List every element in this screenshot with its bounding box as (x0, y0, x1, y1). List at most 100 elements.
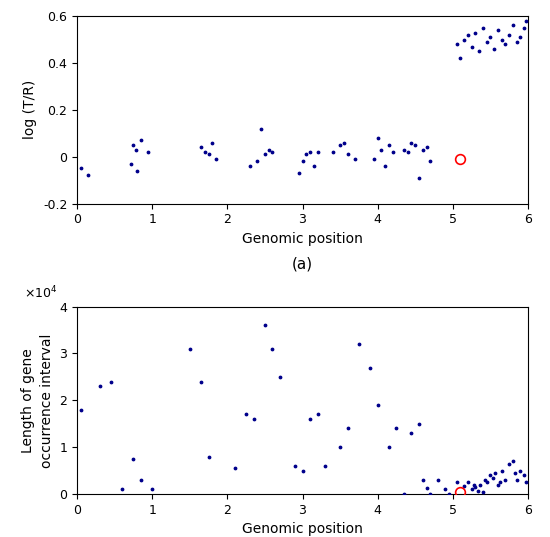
Point (419, 476, 427, 484)
Point (490, 45, 498, 53)
Point (249, 415, 258, 423)
Point (488, 473, 497, 482)
Point (343, 424, 352, 433)
X-axis label: Genomic position: Genomic position (242, 523, 363, 536)
Point (136, 136, 145, 144)
Point (407, 429, 416, 438)
Point (95, 382, 104, 390)
Point (328, 148, 337, 156)
Point (486, 471, 495, 480)
Text: $\times10^4$: $\times10^4$ (24, 285, 58, 301)
Point (433, 476, 442, 484)
Point (76, 405, 85, 414)
Point (294, 169, 303, 177)
Point (126, 159, 135, 168)
Point (486, 33, 495, 41)
Point (208, 139, 217, 147)
Point (381, 162, 389, 170)
Point (407, 139, 416, 147)
Point (516, 466, 525, 475)
Point (257, 124, 266, 133)
Point (377, 146, 386, 154)
Point (422, 143, 431, 151)
Point (452, 478, 461, 487)
Point (478, 488, 487, 496)
Point (129, 455, 138, 463)
Point (470, 481, 478, 489)
Point (460, 35, 469, 44)
Point (245, 162, 254, 170)
Point (493, 26, 502, 34)
Point (411, 141, 420, 149)
Point (313, 148, 322, 156)
Point (498, 466, 507, 475)
Point (321, 462, 329, 470)
Point (253, 157, 262, 165)
Point (522, 478, 531, 487)
Point (298, 466, 307, 475)
Point (204, 150, 213, 158)
Point (403, 148, 412, 156)
Point (339, 139, 348, 147)
X-axis label: Genomic position: Genomic position (242, 232, 363, 246)
Point (354, 340, 363, 349)
Point (276, 373, 284, 381)
Point (230, 464, 239, 473)
Point (373, 134, 382, 142)
Point (290, 462, 299, 470)
Point (464, 31, 472, 39)
Point (133, 166, 141, 175)
Point (144, 148, 153, 156)
Point (520, 471, 529, 480)
Point (136, 476, 145, 484)
Point (511, 469, 520, 477)
Point (444, 490, 453, 498)
Point (399, 146, 408, 154)
Y-axis label: Length of gene
occurrence interval: Length of gene occurrence interval (21, 333, 54, 468)
Point (107, 378, 116, 386)
Point (306, 148, 315, 156)
Point (336, 141, 344, 149)
Point (419, 146, 427, 154)
Point (384, 443, 393, 452)
Point (441, 485, 450, 494)
Point (388, 148, 397, 156)
Point (505, 31, 514, 39)
Point (493, 481, 502, 489)
Point (373, 401, 382, 409)
Point (513, 38, 521, 46)
Point (522, 17, 531, 25)
Point (460, 481, 469, 490)
Point (204, 452, 213, 461)
Text: (a): (a) (292, 256, 313, 271)
Point (473, 487, 482, 496)
Point (197, 143, 206, 151)
Point (384, 141, 393, 149)
Point (501, 476, 510, 484)
Point (309, 162, 318, 170)
Point (336, 443, 344, 452)
Point (464, 478, 472, 487)
Point (313, 410, 322, 419)
Point (351, 155, 360, 163)
Point (415, 419, 424, 428)
Point (501, 40, 510, 48)
Point (129, 141, 138, 149)
Point (505, 459, 514, 468)
Point (185, 345, 194, 353)
Point (426, 157, 434, 165)
Point (415, 173, 424, 182)
Point (268, 148, 277, 156)
Point (497, 35, 506, 44)
Point (468, 42, 476, 51)
Point (370, 155, 378, 163)
Point (509, 21, 518, 30)
Point (268, 345, 277, 353)
Point (148, 485, 157, 494)
Point (261, 150, 270, 158)
Point (200, 148, 209, 156)
Point (392, 424, 401, 433)
Point (482, 38, 491, 46)
Point (306, 415, 315, 423)
Point (513, 476, 522, 484)
